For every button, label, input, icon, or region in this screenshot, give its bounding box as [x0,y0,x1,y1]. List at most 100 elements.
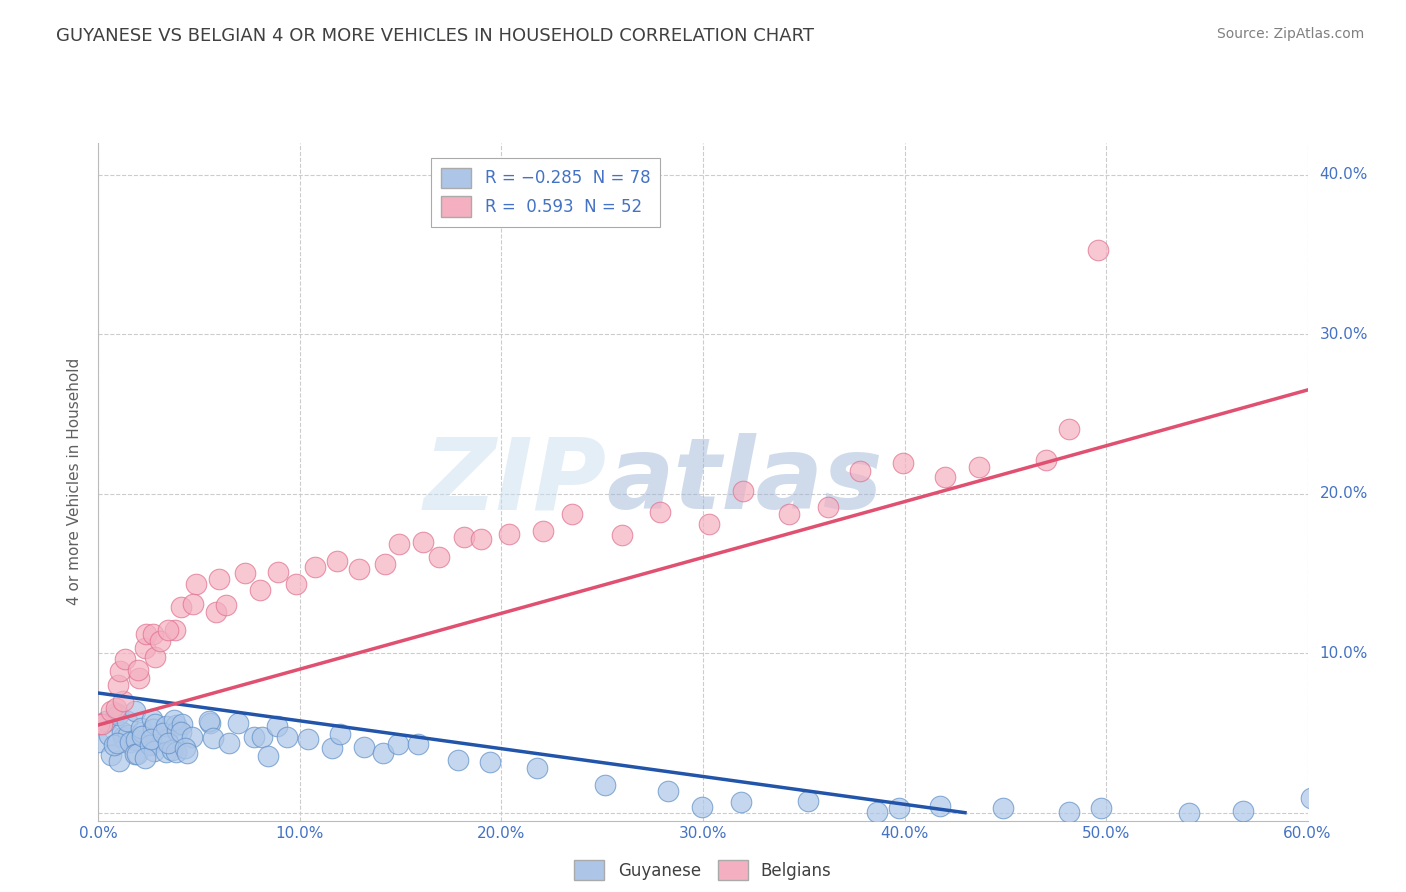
Point [218,736,240,750]
Point [155,719,177,733]
Point [87,735,110,749]
Point [849,464,872,478]
Point [865,805,887,820]
Point [1057,421,1080,435]
Point [100,704,122,718]
Point [197,714,219,728]
Point [387,737,409,751]
Point [134,640,156,655]
Point [891,456,914,470]
Point [103,739,125,753]
Point [107,708,129,723]
Point [321,741,343,756]
Point [208,572,231,586]
Point [131,730,153,744]
Point [135,627,157,641]
Point [117,728,139,742]
Point [143,717,166,731]
Point [104,706,127,721]
Point [498,527,520,541]
Point [170,716,193,731]
Point [353,739,375,754]
Point [127,663,149,677]
Point [285,577,308,591]
Point [267,566,290,580]
Point [152,725,174,739]
Point [526,761,548,775]
Point [817,500,839,514]
Point [329,726,352,740]
Point [176,746,198,760]
Point [887,801,910,815]
Point [181,730,204,744]
Point [155,745,177,759]
Point [131,725,153,739]
Point [163,624,186,638]
Point [1087,243,1109,257]
Point [648,505,671,519]
Point [124,747,146,762]
Point [1299,791,1322,805]
Legend: Guyanese, Belgians: Guyanese, Belgians [568,854,838,887]
Point [593,778,616,792]
Point [125,747,148,762]
Point [149,633,172,648]
Point [200,716,222,731]
Point [967,460,990,475]
Text: ZIP: ZIP [423,434,606,530]
Point [934,470,956,484]
Point [297,732,319,747]
Point [139,738,162,752]
Point [112,694,135,708]
Point [105,735,128,749]
Point [165,717,187,731]
Point [1057,805,1080,819]
Point [98,728,121,742]
Point [165,745,187,759]
Point [141,712,163,726]
Point [427,549,450,564]
Point [447,753,470,767]
Text: atlas: atlas [606,434,883,530]
Point [1090,801,1112,815]
Point [107,754,129,768]
Point [697,516,720,531]
Point [124,704,146,718]
Point [163,713,186,727]
Point [657,784,679,798]
Point [107,678,129,692]
Point [111,730,134,744]
Point [347,562,370,576]
Point [226,716,249,731]
Point [233,566,256,580]
Point [252,730,274,744]
Point [730,795,752,809]
Point [388,537,411,551]
Y-axis label: 4 or more Vehicles in Household: 4 or more Vehicles in Household [67,358,83,606]
Point [276,731,298,745]
Point [156,731,179,746]
Point [110,665,132,679]
Point [202,731,225,745]
Point [778,507,800,521]
Point [243,730,266,744]
Point [96,714,118,728]
Point [304,559,326,574]
Text: GUYANESE VS BELGIAN 4 OR MORE VEHICLES IN HOUSEHOLD CORRELATION CHART: GUYANESE VS BELGIAN 4 OR MORE VEHICLES I… [56,27,814,45]
Point [186,576,208,591]
Point [91,717,114,731]
Point [371,746,394,760]
Point [139,732,162,747]
Point [733,484,755,499]
Point [470,532,492,546]
Point [412,535,434,549]
Point [89,716,111,731]
Point [406,737,429,751]
Point [129,721,152,735]
Point [181,597,204,611]
Point [256,749,278,764]
Point [561,508,583,522]
Text: 40.0%: 40.0% [1320,167,1368,182]
Point [266,719,288,733]
Point [125,733,148,747]
